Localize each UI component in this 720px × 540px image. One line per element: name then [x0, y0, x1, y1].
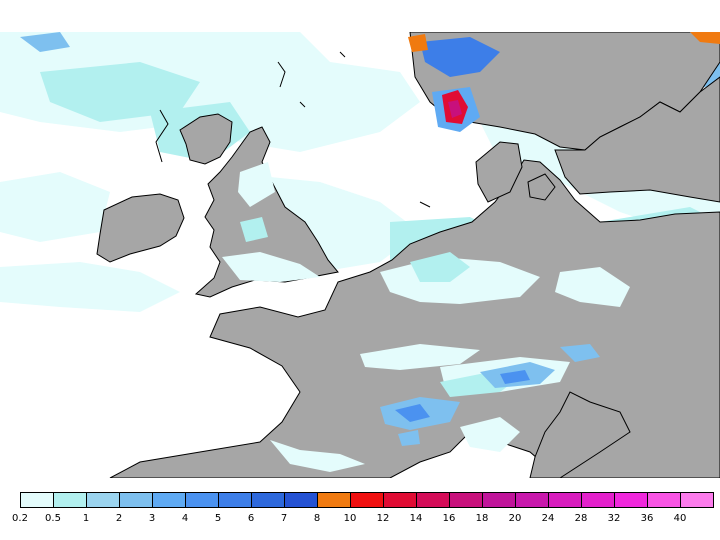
legend-label: 40 [673, 513, 687, 524]
legend-swatch [251, 492, 285, 508]
legend-label: 18 [475, 513, 489, 524]
island-fragments [155, 51, 431, 208]
precipitation-map [0, 32, 720, 478]
legend-label: 14 [409, 513, 423, 524]
legend-swatch [449, 492, 483, 508]
legend-label: 3 [148, 513, 156, 524]
legend-swatch [383, 492, 417, 508]
legend-label: 8 [313, 513, 321, 524]
land-ireland [96, 193, 185, 263]
land-danish-islands [527, 173, 556, 201]
legend-swatch [86, 492, 120, 508]
legend-swatch [152, 492, 186, 508]
legend-swatch [647, 492, 681, 508]
legend-swatch [614, 492, 648, 508]
legend-swatch [548, 492, 582, 508]
legend-swatch [53, 492, 87, 508]
legend-label: 0.2 [12, 513, 28, 524]
land-sweden [554, 76, 720, 203]
legend-swatch [218, 492, 252, 508]
legend-swatch [119, 492, 153, 508]
legend-label: 10 [343, 513, 357, 524]
legend-label: 0.5 [45, 513, 61, 524]
legend-label: 6 [247, 513, 255, 524]
legend-swatch [284, 492, 318, 508]
legend-swatch [185, 492, 219, 508]
legend-label: 7 [280, 513, 288, 524]
legend-swatch [20, 492, 54, 508]
land-scotland-north [179, 113, 233, 165]
legend-label: 1 [82, 513, 90, 524]
legend-label: 12 [376, 513, 390, 524]
legend-swatch [680, 492, 714, 508]
legend-swatch [416, 492, 450, 508]
legend-swatch [317, 492, 351, 508]
legend-swatch [581, 492, 615, 508]
precip-light-cyan-land [240, 217, 520, 397]
legend-label: 16 [442, 513, 456, 524]
legend-label: 4 [181, 513, 189, 524]
legend-label: 28 [574, 513, 588, 524]
legend-swatch [515, 492, 549, 508]
legend-swatch [482, 492, 516, 508]
precip-heavy-norway [408, 32, 720, 132]
legend-label: 5 [214, 513, 222, 524]
land-italy [529, 391, 631, 478]
legend-label: 32 [607, 513, 621, 524]
precipitation-legend: 0.2 0.5 1 2 3 4 5 6 7 8 10 12 14 16 18 20 24 28 32 36 40 [12, 492, 714, 532]
legend-label: 36 [640, 513, 654, 524]
land-jutland [475, 141, 523, 203]
legend-label: 2 [115, 513, 123, 524]
legend-swatch [350, 492, 384, 508]
legend-label: 20 [508, 513, 522, 524]
legend-label: 24 [541, 513, 555, 524]
precip-alps-dark [395, 370, 530, 422]
